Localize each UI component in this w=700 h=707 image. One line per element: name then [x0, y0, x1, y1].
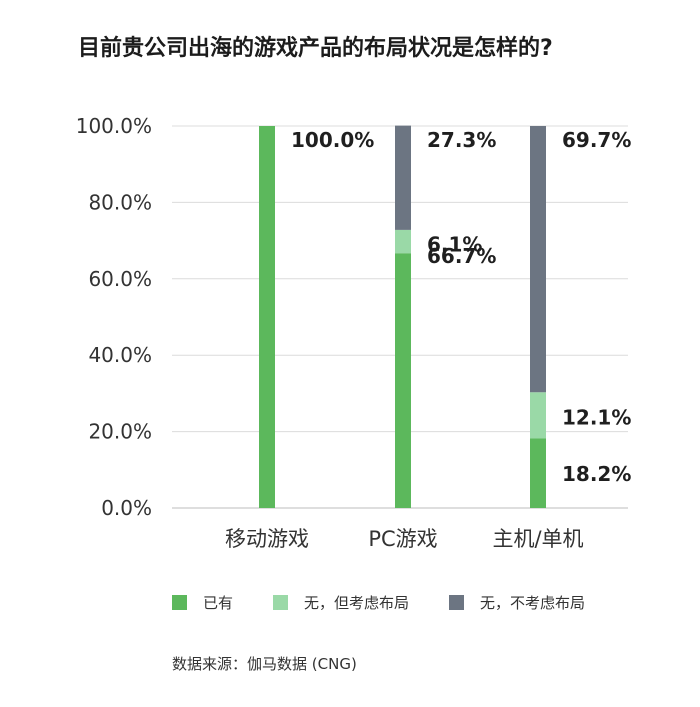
data-label: 6.1% [427, 233, 482, 257]
data-label: 12.1% [562, 405, 631, 429]
x-tick-label: 移动游戏 [225, 527, 309, 551]
bar-segment [395, 253, 411, 508]
bar-segment [530, 438, 546, 508]
bar-segment [530, 126, 546, 393]
legend-label-existing: 已有 [203, 593, 234, 612]
legend-swatch-not-considering [449, 594, 465, 610]
legend-item-considering: 无，但考虑布局 [273, 592, 409, 613]
legend-swatch-existing [172, 594, 187, 610]
y-tick-label: 20.0% [88, 420, 152, 444]
bar-segment [395, 229, 411, 254]
y-tick-label: 80.0% [88, 190, 152, 214]
x-tick-label: 主机/单机 [492, 527, 583, 551]
legend-item-existing: 已有 [172, 592, 233, 613]
bar-segment [530, 392, 546, 439]
data-label: 66.7% [427, 244, 496, 268]
legend-label-not-considering: 无，不考虑布局 [480, 593, 586, 612]
data-label: 100.0% [291, 128, 374, 152]
legend-swatch-considering [273, 594, 289, 610]
data-label: 18.2% [562, 462, 631, 486]
data-label: 69.7% [562, 128, 631, 152]
x-tick-label: PC游戏 [368, 527, 437, 551]
y-tick-label: 0.0% [101, 496, 152, 520]
data-source: 数据来源：伽马数据 (CNG) [172, 655, 357, 673]
bar-segment [259, 126, 275, 508]
y-tick-label: 60.0% [88, 267, 152, 291]
legend: 已有 无，但考虑布局 无，不考虑布局 [172, 592, 625, 612]
legend-item-not-considering: 无，不考虑布局 [449, 592, 585, 613]
legend-label-considering: 无，但考虑布局 [304, 593, 410, 612]
stacked-bar-chart: 0.0% 20.0% 40.0% 60.0% 80.0% 100.0% 移动游戏 PC游戏 主机… [76, 114, 632, 551]
chart-title: 目前贵公司出海的游戏产品的布局状况是怎样的? [78, 36, 553, 61]
data-label: 27.3% [427, 128, 496, 152]
y-tick-label: 40.0% [88, 343, 152, 367]
bar-segment [395, 125, 411, 230]
y-tick-label: 100.0% [76, 114, 152, 138]
